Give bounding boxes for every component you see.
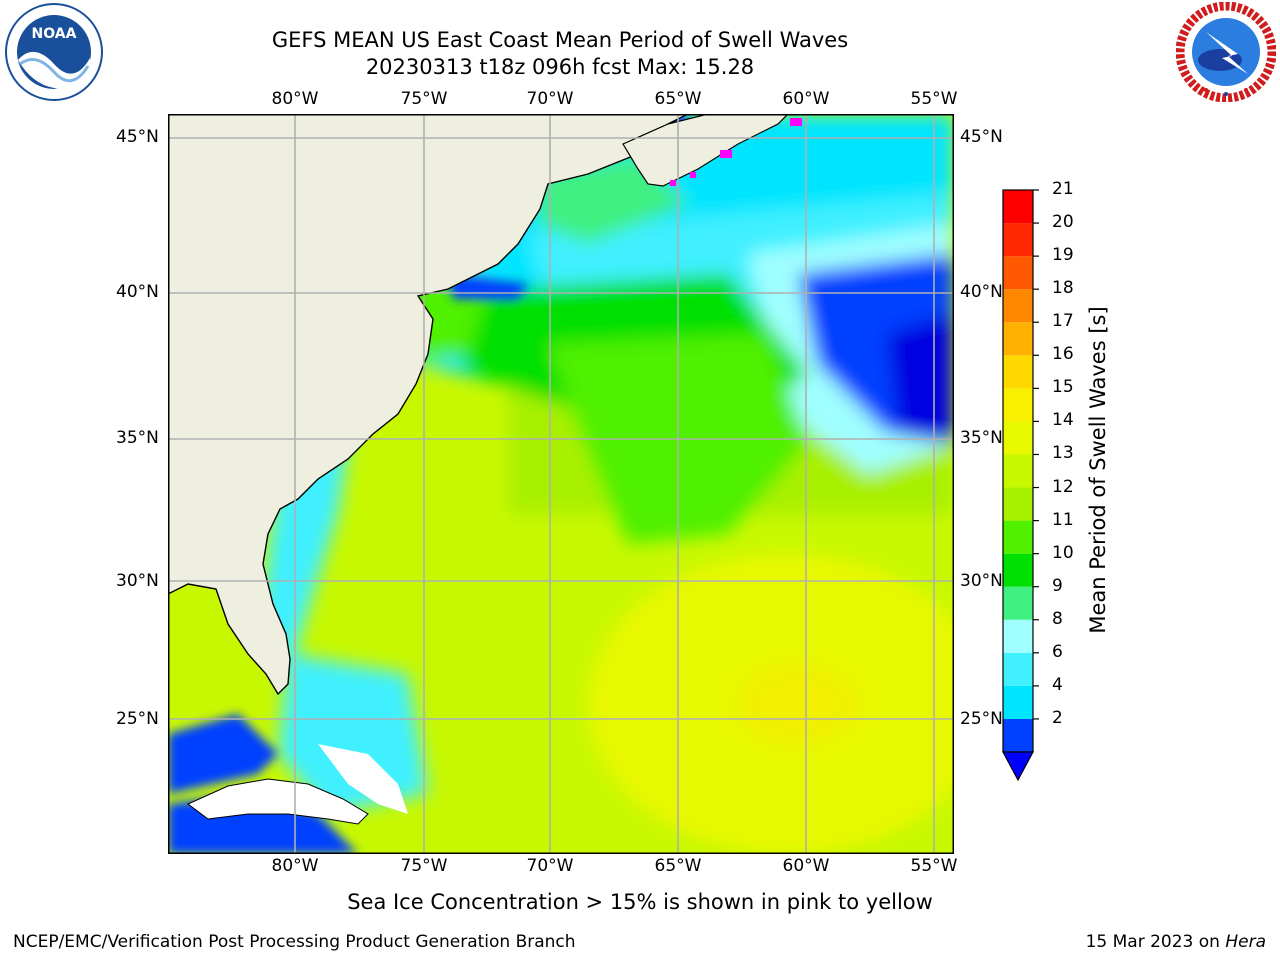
colorbar-tick-label: 17: [1052, 311, 1074, 332]
lon-label-bottom: 55°W: [910, 856, 958, 876]
colorbar-tick-label: 12: [1052, 476, 1074, 497]
noaa-logo-text: NOAA: [32, 26, 77, 42]
footer-date: 15 Mar 2023 on Hera: [1086, 932, 1266, 952]
colorbar-tick-label: 8: [1052, 608, 1063, 629]
sea-ice-note: Sea Ice Concentration > 15% is shown in …: [347, 890, 933, 914]
colorbar-tick-label: 6: [1052, 641, 1063, 662]
colorbar-cell: [1003, 322, 1033, 356]
colorbar-cell: [1003, 454, 1033, 488]
colorbar-tick-label: 4: [1052, 674, 1063, 695]
sea-ice-marker: [720, 150, 732, 158]
colorbar-tick-label: 9: [1052, 575, 1063, 596]
colorbar-extend-arrow: [1001, 751, 1035, 782]
sea-ice-marker: [790, 118, 802, 126]
colorbar-tick-label: 20: [1052, 212, 1074, 233]
colorbar-tick-label: 19: [1052, 245, 1074, 266]
colorbar-title: Mean Period of Swell Waves [s]: [1086, 306, 1110, 634]
sea-ice-marker: [670, 180, 676, 186]
colorbar-cell: [1003, 289, 1033, 323]
lat-label-left: 35°N: [116, 428, 159, 448]
colorbar-cell: [1003, 223, 1033, 257]
swell-period-map: [168, 114, 954, 854]
lat-label-right: 35°N: [960, 428, 1003, 448]
lon-label-top: 60°W: [782, 89, 830, 109]
lon-label-bottom: 80°W: [271, 856, 319, 876]
nws-logo: [1176, 2, 1276, 102]
colorbar-cell: [1003, 355, 1033, 389]
lon-label-top: 80°W: [271, 89, 319, 109]
cuba-land: [187, 778, 369, 825]
sea-ice-marker: [690, 172, 696, 178]
map-gridlines: [168, 114, 954, 854]
chart-title: GEFS MEAN US East Coast Mean Period of S…: [271, 28, 849, 52]
colorbar-cell: [1003, 553, 1033, 587]
lon-label-bottom: 75°W: [400, 856, 448, 876]
lon-label-top: 70°W: [526, 89, 574, 109]
colorbar-tick-label: 15: [1052, 377, 1074, 398]
footer-credit: NCEP/EMC/Verification Post Processing Pr…: [13, 932, 576, 952]
colorbar-cell: [1003, 388, 1033, 422]
lat-label-right: 30°N: [960, 571, 1003, 591]
colorbar-cell: [1003, 520, 1033, 554]
colorbar-cell: [1003, 652, 1033, 686]
lat-label-left: 25°N: [116, 709, 159, 729]
colorbar-cell: [1003, 718, 1033, 752]
colorbar-tick-label: 16: [1052, 344, 1074, 365]
colorbar-tick-label: 21: [1052, 179, 1074, 199]
footer-machine: Hera: [1225, 932, 1266, 952]
colorbar-tick-label: 2: [1052, 707, 1063, 728]
lon-label-top: 65°W: [654, 89, 702, 109]
colorbar: [1001, 189, 1039, 782]
north-america-land: [168, 114, 689, 696]
lat-label-right: 25°N: [960, 709, 1003, 729]
lat-label-left: 40°N: [116, 282, 159, 302]
lon-label-bottom: 70°W: [526, 856, 574, 876]
lat-label-right: 45°N: [960, 127, 1003, 147]
lat-label-left: 45°N: [116, 127, 159, 147]
noaa-logo: NOAA: [5, 3, 103, 101]
colorbar-cell: [1003, 685, 1033, 719]
colorbar-tick-label: 10: [1052, 542, 1074, 563]
colorbar-cell: [1003, 256, 1033, 290]
colorbar-tick-label: 18: [1052, 278, 1074, 299]
bahamas-white: [318, 744, 408, 814]
colorbar-tick-label: 13: [1052, 443, 1074, 464]
lon-label-bottom: 65°W: [654, 856, 702, 876]
lon-label-top: 55°W: [910, 89, 958, 109]
colorbar-cell: [1003, 619, 1033, 653]
colorbar-cell: [1003, 487, 1033, 521]
colorbar-tick-label: 14: [1052, 410, 1074, 431]
colorbar-cell: [1003, 190, 1033, 224]
nova-scotia-land: [622, 114, 789, 187]
colorbar-tick-label: 11: [1052, 509, 1074, 530]
colorbar-cell: [1003, 421, 1033, 455]
lat-label-right: 40°N: [960, 282, 1003, 302]
footer-date-text: 15 Mar 2023 on: [1085, 932, 1226, 952]
chart-subtitle: 20230313 t18z 096h fcst Max: 15.28: [365, 55, 755, 79]
lat-label-left: 30°N: [116, 571, 159, 591]
colorbar-cell: [1003, 586, 1033, 620]
lon-label-top: 75°W: [400, 89, 448, 109]
lon-label-bottom: 60°W: [782, 856, 830, 876]
